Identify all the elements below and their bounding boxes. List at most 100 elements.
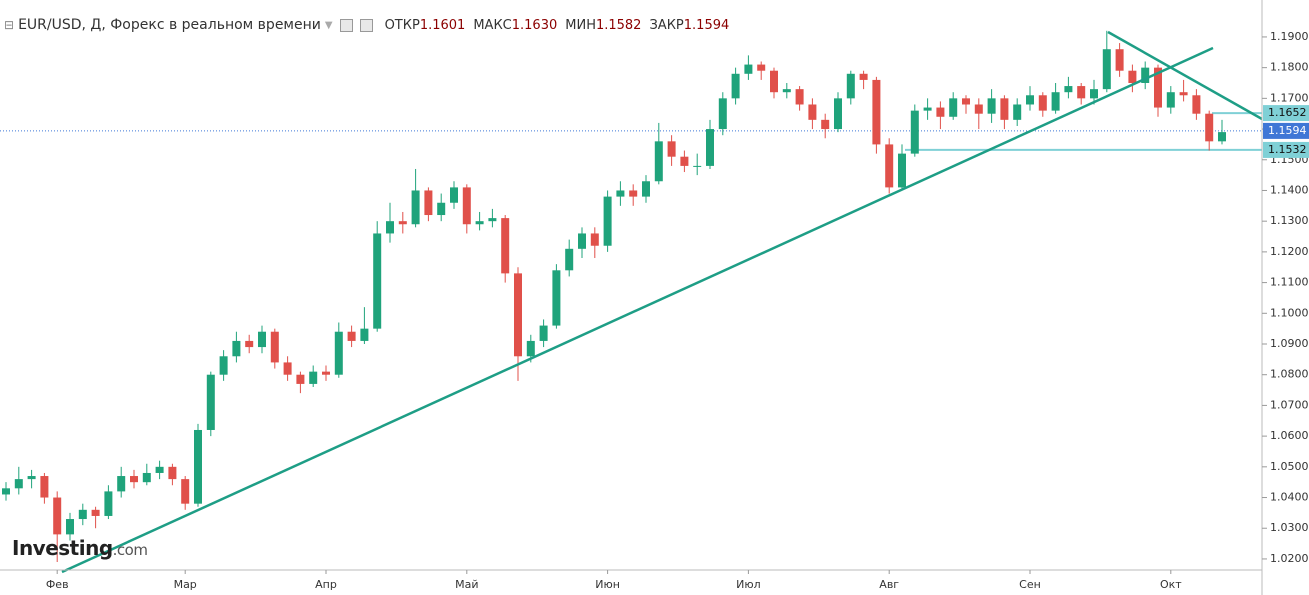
- candle-body[interactable]: [987, 98, 996, 114]
- candle-body[interactable]: [629, 190, 638, 197]
- candle-body[interactable]: [206, 374, 215, 430]
- candle-body[interactable]: [1141, 67, 1150, 83]
- candle-body[interactable]: [309, 371, 318, 384]
- candle-body[interactable]: [501, 218, 510, 274]
- candle-body[interactable]: [910, 110, 919, 154]
- candle-body[interactable]: [283, 362, 292, 375]
- candle-body[interactable]: [386, 221, 394, 234]
- candle-body[interactable]: [1090, 89, 1098, 99]
- candle-body[interactable]: [2, 488, 10, 495]
- candle-body[interactable]: [616, 190, 625, 197]
- candle-body[interactable]: [66, 519, 74, 535]
- candle-body[interactable]: [194, 429, 202, 504]
- candle-body[interactable]: [270, 331, 279, 363]
- candle-body[interactable]: [654, 141, 663, 182]
- candle-body[interactable]: [808, 104, 817, 120]
- candle-body[interactable]: [1166, 92, 1175, 108]
- candle-body[interactable]: [949, 98, 958, 117]
- candle-body[interactable]: [462, 187, 471, 225]
- collapse-icon[interactable]: ⊟: [4, 18, 15, 32]
- candle-body[interactable]: [680, 156, 689, 166]
- trend-line[interactable]: [1107, 30, 1263, 121]
- candle-body[interactable]: [603, 196, 612, 246]
- candle-body[interactable]: [872, 79, 881, 145]
- candle-body[interactable]: [40, 476, 49, 498]
- candle-body[interactable]: [14, 479, 23, 489]
- candle-body[interactable]: [1064, 86, 1073, 93]
- candle-body[interactable]: [334, 331, 343, 375]
- settings-icon[interactable]: [339, 18, 353, 32]
- candle-body[interactable]: [514, 273, 522, 357]
- candle-body[interactable]: [539, 325, 548, 341]
- candle-body[interactable]: [642, 181, 650, 197]
- candle-body[interactable]: [1000, 98, 1009, 120]
- candle-body[interactable]: [155, 466, 164, 473]
- candle-body[interactable]: [104, 491, 113, 516]
- trend-line[interactable]: [61, 46, 1214, 574]
- dropdown-arrow[interactable]: ▼: [324, 19, 333, 31]
- candle-body[interactable]: [718, 98, 727, 130]
- candle-body[interactable]: [347, 331, 356, 341]
- candle-body[interactable]: [78, 509, 87, 520]
- candle-body[interactable]: [488, 218, 497, 222]
- candle-body[interactable]: [731, 73, 740, 99]
- candle-body[interactable]: [1102, 49, 1111, 90]
- candle-body[interactable]: [1051, 92, 1060, 111]
- candle-body[interactable]: [706, 129, 714, 166]
- candle-body[interactable]: [667, 141, 676, 157]
- settings-icon[interactable]: [359, 18, 373, 32]
- candle-body[interactable]: [322, 371, 330, 375]
- candle-body[interactable]: [373, 233, 382, 329]
- candle-body[interactable]: [936, 107, 945, 117]
- candle-body[interactable]: [1218, 132, 1226, 142]
- candle-body[interactable]: [142, 472, 151, 483]
- candle-body[interactable]: [53, 497, 62, 535]
- candle-body[interactable]: [526, 340, 535, 357]
- candle-body[interactable]: [885, 144, 894, 188]
- candle-body[interactable]: [168, 466, 177, 480]
- candle-body[interactable]: [1026, 95, 1034, 105]
- candle-body[interactable]: [91, 509, 100, 516]
- candle-body[interactable]: [1154, 67, 1162, 108]
- candle-body[interactable]: [923, 107, 932, 111]
- candle-body[interactable]: [846, 73, 855, 99]
- candle-body[interactable]: [398, 221, 407, 225]
- candle-body[interactable]: [859, 73, 868, 80]
- candle-body[interactable]: [130, 476, 138, 483]
- candle-body[interactable]: [744, 64, 753, 74]
- candle-body[interactable]: [117, 476, 126, 492]
- candle-body[interactable]: [770, 70, 778, 93]
- candle-body[interactable]: [552, 270, 561, 326]
- candle-body[interactable]: [424, 190, 433, 216]
- candle-body[interactable]: [1192, 95, 1201, 114]
- candle-body[interactable]: [245, 340, 254, 348]
- candle-body[interactable]: [219, 356, 228, 375]
- candle-body[interactable]: [1077, 86, 1086, 99]
- candle-body[interactable]: [1205, 113, 1214, 142]
- candle-body[interactable]: [360, 328, 369, 341]
- candle-body[interactable]: [232, 340, 241, 357]
- candle-body[interactable]: [578, 233, 586, 249]
- candle-body[interactable]: [974, 104, 983, 114]
- candle-body[interactable]: [1128, 70, 1137, 83]
- candle-body[interactable]: [898, 153, 906, 188]
- candle-body[interactable]: [757, 64, 766, 71]
- candle-body[interactable]: [590, 233, 599, 246]
- candle-body[interactable]: [1038, 95, 1047, 111]
- candle-body[interactable]: [795, 89, 804, 105]
- candle-body[interactable]: [962, 98, 970, 105]
- candle-body[interactable]: [411, 190, 420, 225]
- candle-body[interactable]: [450, 187, 458, 203]
- candle-body[interactable]: [834, 98, 842, 130]
- candle-body[interactable]: [27, 476, 36, 480]
- candle-body[interactable]: [693, 165, 702, 167]
- candle-body[interactable]: [181, 479, 190, 504]
- candle-body[interactable]: [821, 119, 830, 130]
- candle-body[interactable]: [437, 202, 446, 216]
- candle-body[interactable]: [296, 374, 305, 384]
- candle-body[interactable]: [782, 89, 791, 93]
- candle-body[interactable]: [1013, 104, 1022, 120]
- candle-body[interactable]: [1179, 92, 1188, 96]
- candle-body[interactable]: [475, 221, 484, 225]
- candle-body[interactable]: [565, 248, 574, 271]
